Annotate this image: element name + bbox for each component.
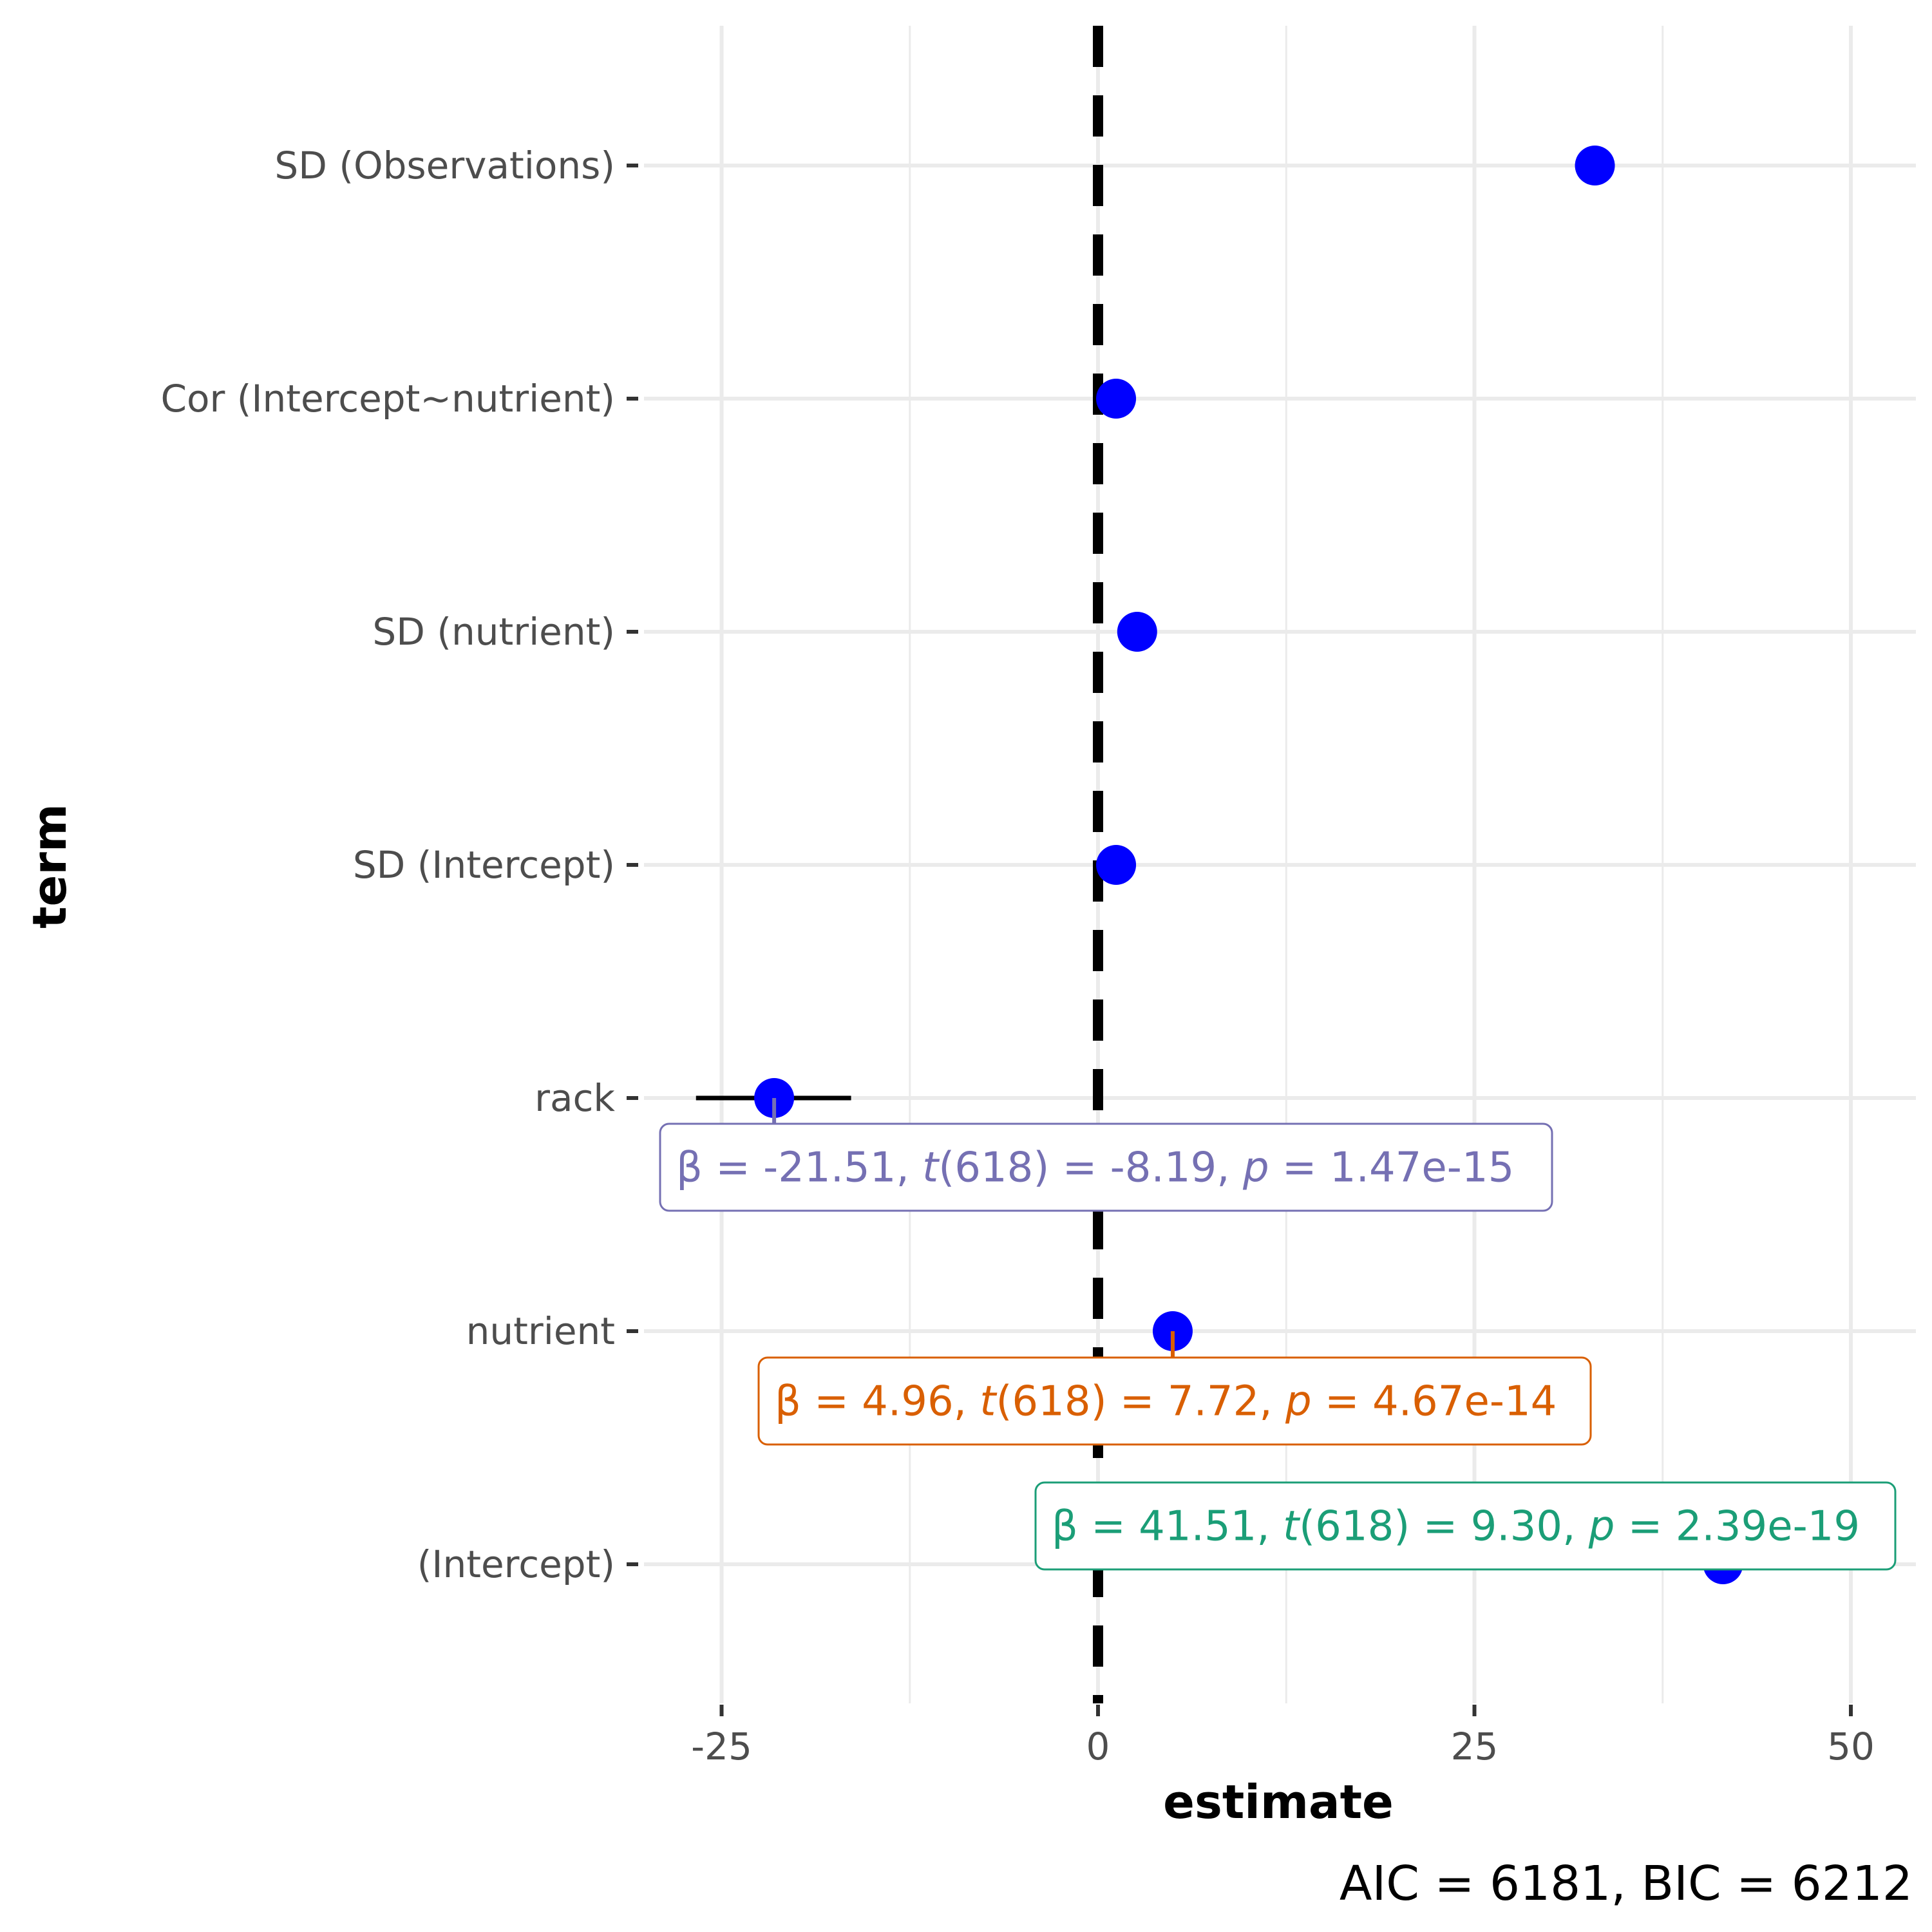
x-tick-label: 0 xyxy=(1086,1725,1110,1768)
stats-label-box xyxy=(757,1356,1592,1446)
stats-label-text: β = 41.51, t(618) = 9.30, p = 2.39e-19 xyxy=(1052,1503,1860,1551)
stats-label-text: β = -21.51, t(618) = -8.19, p = 1.47e-15 xyxy=(676,1144,1514,1192)
point-estimate xyxy=(1117,612,1157,652)
model-fit-caption: AIC = 6181, BIC = 6212 xyxy=(1340,1856,1913,1911)
x-axis: -25 0 25 50 xyxy=(691,1705,1875,1768)
x-tick-label: 50 xyxy=(1827,1725,1875,1768)
point-estimate xyxy=(1575,146,1615,185)
stats-label-box xyxy=(1034,1481,1897,1571)
point-estimate xyxy=(1096,845,1137,885)
x-tick-label: 25 xyxy=(1451,1725,1499,1768)
point-estimate xyxy=(1096,379,1137,419)
y-tick-label: SD (Observations) xyxy=(274,144,615,187)
y-tick-label: Cor (Intercept~nutrient) xyxy=(160,377,615,421)
y-tick-label: nutrient xyxy=(466,1309,615,1353)
y-tick-label: SD (Intercept) xyxy=(353,843,615,887)
y-axis-title: term xyxy=(23,804,77,929)
x-tick-label: -25 xyxy=(691,1725,752,1768)
grid-lines xyxy=(644,26,1916,1703)
x-axis-title: estimate xyxy=(1163,1775,1394,1829)
y-axis: SD (Observations) Cor (Intercept~nutrient… xyxy=(160,144,638,1586)
stats-label-box xyxy=(659,1122,1553,1212)
y-tick-label: SD (nutrient) xyxy=(372,610,615,654)
stats-label-text: β = 4.96, t(618) = 7.72, p = 4.67e-14 xyxy=(775,1378,1557,1426)
y-tick-label: rack xyxy=(535,1076,615,1120)
annotation-labels: β = -21.51, t(618) = -8.19, p = 1.47e-15… xyxy=(659,1098,1897,1571)
y-tick-label: (Intercept) xyxy=(417,1542,615,1586)
